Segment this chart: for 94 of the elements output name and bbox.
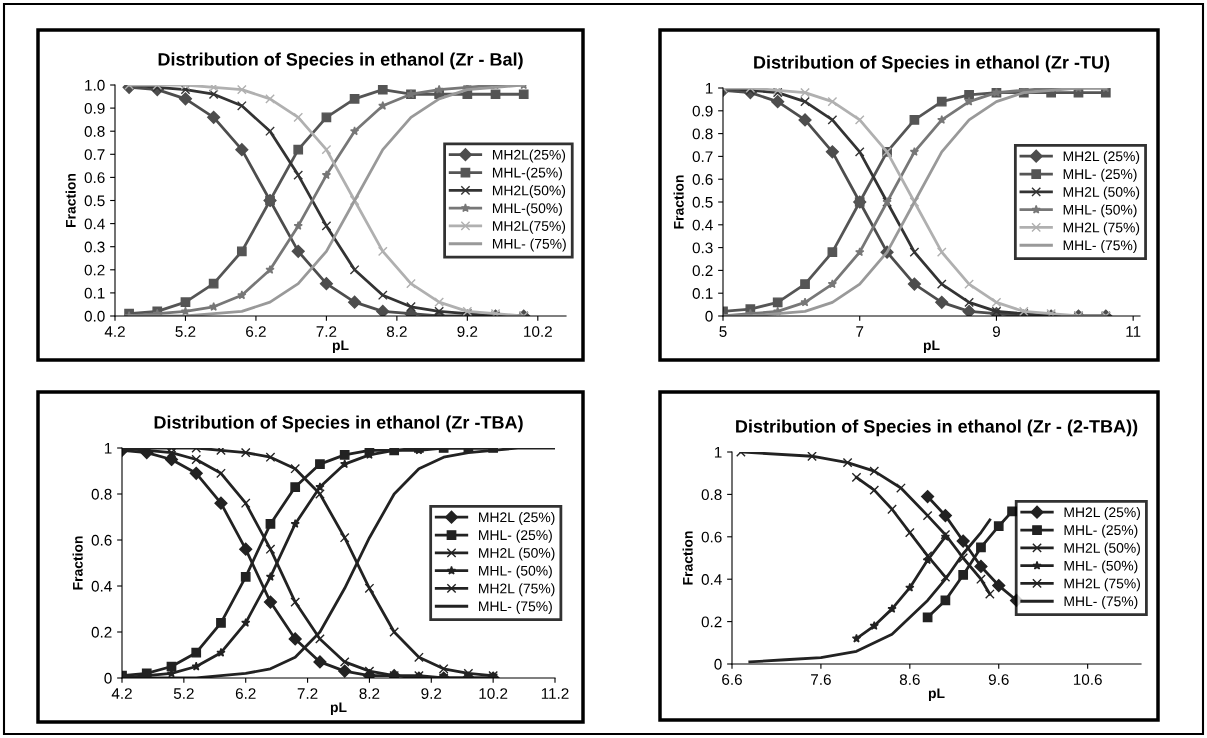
legend-label: MH2L(50%) xyxy=(492,185,566,199)
legend-label: MHL- (75%) xyxy=(492,238,566,252)
y-tick-label: 0.7 xyxy=(692,151,713,163)
legend-label: MH2L (25%) xyxy=(479,512,555,525)
y-tick-label: 0 xyxy=(104,672,112,684)
x-tick-label: 10.2 xyxy=(479,688,508,699)
x-tick-label: 9.6 xyxy=(988,674,1009,685)
legend-label: MHL- (75%) xyxy=(1064,596,1138,609)
y-tick-label: 0.9 xyxy=(84,102,105,114)
y-tick-label: 0.3 xyxy=(84,241,105,253)
legend-label: MH2L (75%) xyxy=(479,583,555,597)
x-tick-label: 11.2 xyxy=(541,688,569,699)
y-tick-label: 1 xyxy=(104,443,112,454)
x-tick-label: 8.6 xyxy=(899,674,920,685)
x-tick-label: 10.2 xyxy=(524,326,552,337)
y-tick-label: 0.4 xyxy=(91,580,112,592)
y-tick-label: 0.2 xyxy=(701,616,722,628)
y-tick-label: 0.1 xyxy=(84,287,105,299)
legend-label: MH2L (75%) xyxy=(1064,578,1140,592)
y-axis-title: Fraction xyxy=(72,536,83,590)
x-tick-label: 7.6 xyxy=(811,674,831,685)
x-tick-label: 6.2 xyxy=(246,326,266,337)
x-tick-label: 6.2 xyxy=(235,688,256,699)
y-tick-label: 0.8 xyxy=(692,128,713,140)
y-tick-label: 0 xyxy=(705,310,713,322)
legend-label: MHL- (25%) xyxy=(1063,168,1137,182)
legend-label: MH2L(25%) xyxy=(492,149,566,163)
legend-label: MHL- (50%) xyxy=(479,565,552,579)
y-tick-label: 0.4 xyxy=(701,574,722,585)
legend-label: MH2L(75%) xyxy=(492,220,566,234)
y-tick-label: 0 xyxy=(714,658,722,670)
y-axis-title: Fraction xyxy=(682,531,693,585)
y-tick-label: 1 xyxy=(714,447,722,458)
legend-label: MHL-(25%) xyxy=(492,167,562,181)
chart-title: Distribution of Species in ethanol (Zr - Bal) xyxy=(158,52,523,70)
legend-label: MHL-(50%) xyxy=(492,202,562,216)
chart-title: Distribution of Species in ethanol (Zr - (2-TBA)) xyxy=(736,419,1138,437)
y-tick-label: 0.5 xyxy=(692,196,713,208)
y-axis-title: Fraction xyxy=(673,175,684,229)
y-tick-label: 0.0 xyxy=(84,310,105,322)
y-tick-label: 0.8 xyxy=(91,488,112,500)
x-axis-title: pL xyxy=(332,340,349,353)
x-tick-label: 10.6 xyxy=(1073,674,1102,685)
x-tick-label: 7.2 xyxy=(316,326,337,337)
y-tick-label: 0.4 xyxy=(692,219,713,231)
x-tick-label: 8.2 xyxy=(359,688,380,699)
y-tick-label: 0.1 xyxy=(692,288,713,299)
x-tick-label: 7 xyxy=(856,326,864,337)
x-tick-label: 9.2 xyxy=(421,688,442,699)
x-axis-title: pL xyxy=(923,340,940,353)
x-tick-label: 9 xyxy=(992,326,1000,337)
x-tick-label: 11 xyxy=(1126,326,1141,337)
x-tick-label: 5.2 xyxy=(175,326,196,337)
y-tick-label: 0.2 xyxy=(91,626,112,638)
y-tick-label: 0.6 xyxy=(91,534,112,546)
legend-label: MH2L (25%) xyxy=(1063,151,1140,164)
legend-label: MH2L (50%) xyxy=(1064,542,1140,556)
y-tick-label: 0.3 xyxy=(692,242,713,254)
y-tick-label: 0.9 xyxy=(692,105,713,117)
chart-title: Distribution of Species in ethanol (Zr -TBA) xyxy=(154,415,523,433)
chart-title: Distribution of Species in ethanol (Zr -TU) xyxy=(754,55,1110,73)
y-tick-label: 1.0 xyxy=(85,79,105,91)
legend-label: MH2L (50%) xyxy=(479,547,555,561)
legend-label: MH2L (25%) xyxy=(1064,507,1140,520)
legend-label: MHL- (25%) xyxy=(1064,524,1138,538)
y-tick-label: 0.6 xyxy=(692,174,713,185)
y-tick-label: 1 xyxy=(705,83,713,94)
x-axis-title: pL xyxy=(928,688,945,701)
legend-label: MHL- (75%) xyxy=(479,601,552,614)
y-tick-label: 0.5 xyxy=(84,195,105,207)
x-tick-label: 9.2 xyxy=(457,326,478,337)
y-tick-label: 0.6 xyxy=(701,531,722,543)
legend-label: MH2L (75%) xyxy=(1063,222,1140,236)
y-tick-label: 0.8 xyxy=(701,489,722,501)
x-tick-label: 5.2 xyxy=(173,688,194,699)
x-axis-title: pL xyxy=(330,702,347,715)
y-axis-title: Fraction xyxy=(65,173,76,227)
y-tick-label: 0.6 xyxy=(84,172,105,184)
y-tick-label: 0.4 xyxy=(84,218,105,230)
legend-label: MHL- (25%) xyxy=(479,529,552,543)
legend-label: MHL- (50%) xyxy=(1063,204,1137,218)
legend-label: MHL- (50%) xyxy=(1064,560,1138,574)
legend-label: MHL- (75%) xyxy=(1063,240,1137,253)
x-tick-label: 5 xyxy=(719,326,727,337)
y-tick-label: 0.2 xyxy=(84,264,105,276)
legend-label: MH2L (50%) xyxy=(1063,186,1140,200)
x-tick-label: 6.6 xyxy=(722,674,742,685)
x-tick-label: 4.2 xyxy=(111,688,132,699)
y-tick-label: 0.7 xyxy=(84,149,105,160)
y-tick-label: 0.8 xyxy=(84,126,105,137)
x-tick-label: 4.2 xyxy=(104,326,125,337)
x-tick-label: 7.2 xyxy=(297,688,318,699)
y-tick-label: 0.2 xyxy=(692,265,713,277)
x-tick-label: 8.2 xyxy=(386,326,407,337)
